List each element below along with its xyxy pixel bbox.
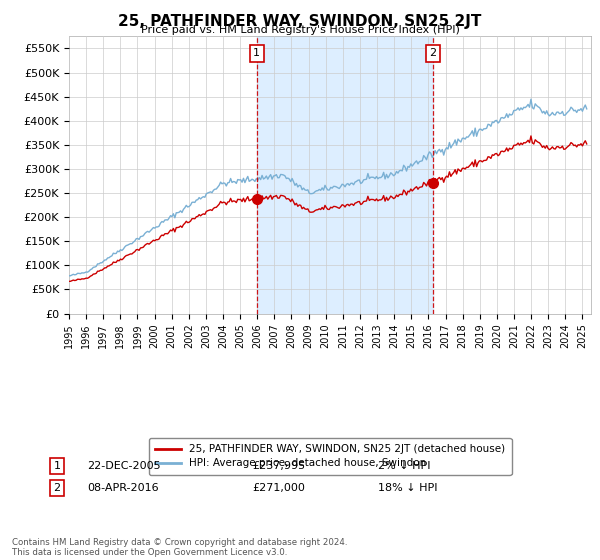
Text: 2: 2 [430,48,437,58]
Text: 1: 1 [53,461,61,471]
Text: 25, PATHFINDER WAY, SWINDON, SN25 2JT: 25, PATHFINDER WAY, SWINDON, SN25 2JT [118,14,482,29]
Text: 18% ↓ HPI: 18% ↓ HPI [378,483,437,493]
Text: £237,995: £237,995 [252,461,305,471]
Bar [257,36,433,314]
Text: £271,000: £271,000 [252,483,305,493]
Text: 1: 1 [253,48,260,58]
Text: 2% ↓ HPI: 2% ↓ HPI [378,461,431,471]
Text: 2: 2 [53,483,61,493]
Text: 08-APR-2016: 08-APR-2016 [87,483,158,493]
Legend: 25, PATHFINDER WAY, SWINDON, SN25 2JT (detached house), HPI: Average price, deta: 25, PATHFINDER WAY, SWINDON, SN25 2JT (d… [149,438,511,475]
Text: Contains HM Land Registry data © Crown copyright and database right 2024.
This d: Contains HM Land Registry data © Crown c… [12,538,347,557]
Text: 22-DEC-2005: 22-DEC-2005 [87,461,161,471]
Text: Price paid vs. HM Land Registry's House Price Index (HPI): Price paid vs. HM Land Registry's House … [140,25,460,35]
